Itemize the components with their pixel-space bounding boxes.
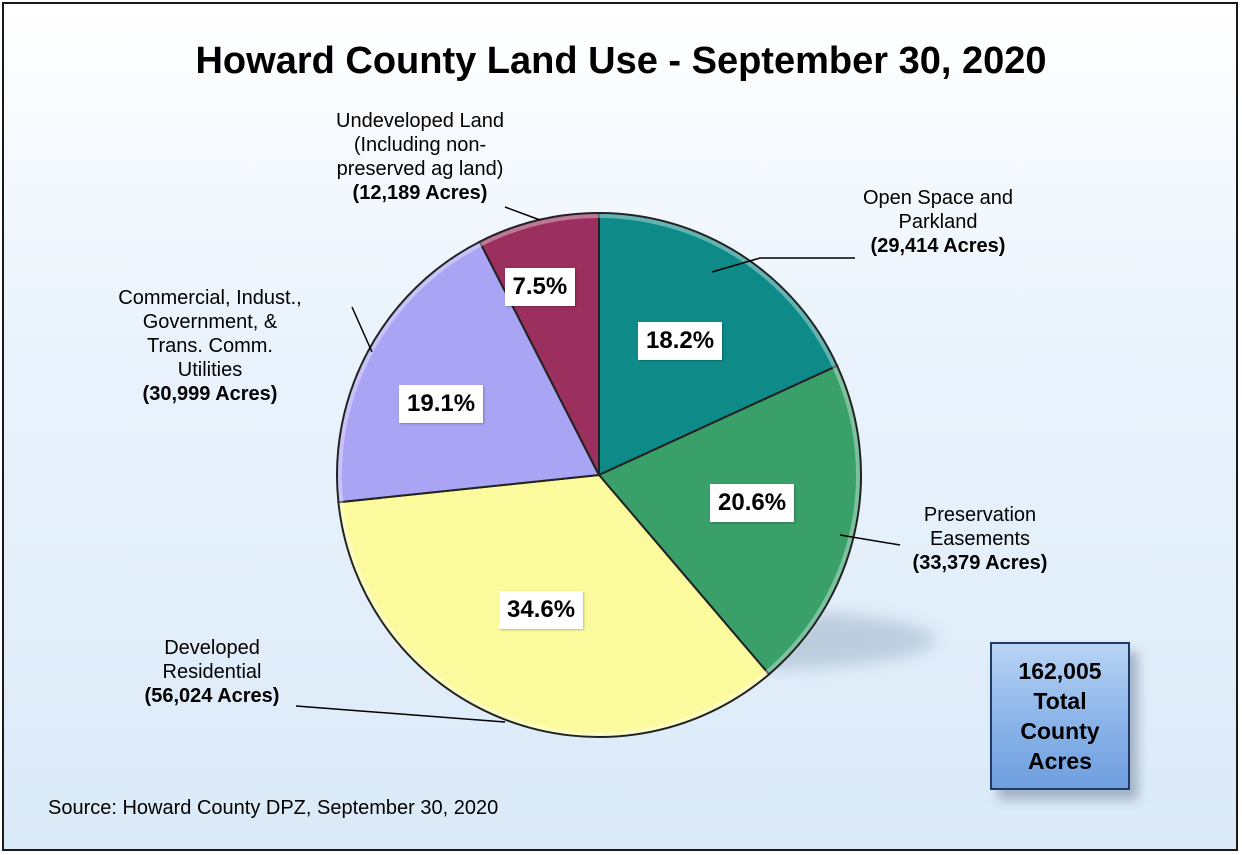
category-name-line: Parkland: [898, 211, 978, 233]
category-acres: (29,414 Acres): [870, 235, 1006, 257]
category-label-1: Open Space and Parkland (29,414 Acres): [838, 186, 1038, 258]
category-name-line: Undeveloped Land: [336, 110, 504, 132]
category-label-4: Commercial, Indust., Government, & Trans. …: [95, 286, 325, 406]
percent-label-2: 20.6%: [710, 484, 795, 522]
pie-rim-highlight: [338, 214, 860, 736]
category-name-line: Developed: [164, 637, 260, 659]
category-name-line: Open Space and: [862, 187, 1014, 209]
percent-label-4: 19.1%: [399, 385, 484, 423]
chart-title: Howard County Land Use - September 30, 2…: [195, 40, 1047, 82]
leader-line-3: [295, 705, 506, 723]
category-acres: (56,024 Acres): [144, 685, 280, 707]
category-label-2: Preservation Easements (33,379 Acres): [880, 503, 1080, 575]
pie-slice-4: [336, 240, 601, 504]
category-name-line: Residential: [162, 661, 262, 683]
leader-line-1: [711, 257, 855, 273]
category-acres: (12,189 Acres): [352, 182, 488, 204]
category-label-3: Developed Residential (56,024 Acres): [112, 636, 312, 708]
category-name-line: Easements: [929, 528, 1031, 550]
percent-label-1: 18.2%: [638, 322, 723, 360]
category-name-line: Utilities: [177, 359, 243, 381]
leader-line-2: [839, 534, 901, 546]
category-acres: (30,999 Acres): [142, 383, 278, 405]
category-name-line: Commercial, Indust.,: [118, 287, 302, 309]
total-acres-text: 162,005 Total County Acres: [1018, 658, 1102, 774]
percent-label-5: 7.5%: [504, 268, 576, 306]
category-name-line: (Including non-: [353, 134, 487, 156]
category-name-line: Preservation: [923, 504, 1037, 526]
category-name-line: Trans. Comm.: [147, 335, 273, 357]
leader-line-5: [504, 206, 541, 221]
category-name-line: Government, &: [142, 311, 278, 333]
category-label-5: Undeveloped Land (Including non-preserved…: [310, 109, 530, 205]
source-note: Source: Howard County DPZ, September 30,…: [48, 797, 499, 819]
total-acres-box: 162,005 Total County Acres: [990, 642, 1130, 790]
leader-line-4: [351, 306, 373, 353]
percent-label-3: 34.6%: [499, 591, 584, 629]
category-name-line: preserved ag land): [336, 158, 504, 180]
category-acres: (33,379 Acres): [912, 552, 1048, 574]
